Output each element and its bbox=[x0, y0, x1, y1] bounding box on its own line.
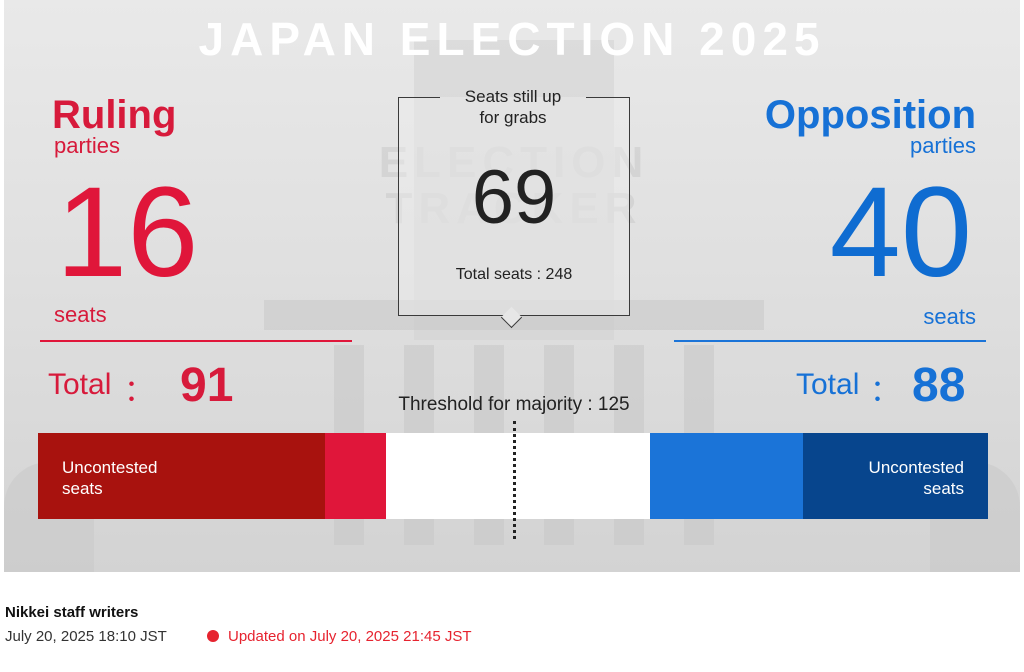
ruling-total-colon: ： bbox=[124, 375, 154, 408]
opposition-seats-unit: seats bbox=[923, 304, 976, 329]
remaining-seats-heading: Seats still up for grabs bbox=[442, 86, 584, 128]
total-seats-text: Total seats : 248 bbox=[455, 266, 573, 283]
updated-date: Updated on July 20, 2025 21:45 JST bbox=[228, 628, 472, 645]
ruling-total-value: 91 bbox=[180, 359, 234, 412]
ruling-divider-line bbox=[40, 340, 352, 342]
published-date: July 20, 2025 18:10 JST bbox=[5, 628, 167, 645]
page-title: JAPAN ELECTION 2025 bbox=[198, 13, 826, 65]
ruling-seats-unit: seats bbox=[54, 302, 107, 327]
opposition-sublabel: parties bbox=[909, 133, 976, 158]
opposition-label: Opposition bbox=[764, 93, 976, 137]
remaining-heading-line1: Seats still up bbox=[464, 87, 562, 106]
remaining-heading-line2: for grabs bbox=[479, 108, 547, 127]
uncontested-label-line2: seats bbox=[62, 479, 103, 498]
box-border-right-segment bbox=[586, 97, 629, 98]
uncontested-label-line1: Uncontested bbox=[62, 458, 158, 477]
opposition-total-colon: ： bbox=[870, 375, 900, 408]
uncontested-seats-label: Uncontested seats bbox=[869, 457, 964, 499]
seat-bar-segment-opposition-uncontested: Uncontested seats bbox=[803, 433, 988, 519]
seat-bar-segment-opposition-won bbox=[650, 433, 803, 519]
opposition-divider-line bbox=[674, 340, 986, 342]
remaining-seats-box bbox=[398, 97, 630, 316]
majority-threshold-line bbox=[513, 421, 516, 539]
ruling-label: Ruling bbox=[52, 93, 177, 137]
election-banner: ELECTION TRACKER JAPAN ELECTION 2025 Ruli… bbox=[4, 0, 1020, 572]
uncontested-label-line1: Uncontested bbox=[868, 458, 964, 477]
seat-bar-segment-undecided bbox=[386, 433, 650, 519]
remaining-seats-value: 69 bbox=[471, 155, 557, 240]
byline: Nikkei staff writers bbox=[5, 604, 139, 621]
ruling-sublabel: parties bbox=[54, 133, 121, 158]
box-border-left-segment bbox=[398, 97, 440, 98]
seat-bar-segment-ruling-won bbox=[325, 433, 386, 519]
opposition-total-value: 88 bbox=[912, 359, 966, 412]
ruling-seats-won: 16 bbox=[56, 161, 199, 304]
uncontested-seats-label: Uncontested seats bbox=[62, 457, 157, 499]
majority-threshold-label: Threshold for majority : 125 bbox=[398, 394, 630, 415]
ruling-total-label: Total bbox=[48, 368, 112, 401]
opposition-seats-won: 40 bbox=[829, 161, 972, 304]
seat-bar-segment-ruling-uncontested: Uncontested seats bbox=[38, 433, 325, 519]
seat-bar: Uncontested seats Uncontested seats bbox=[38, 433, 988, 519]
opposition-total-label: Total bbox=[796, 368, 860, 401]
uncontested-label-line2: seats bbox=[923, 479, 964, 498]
update-dot-icon bbox=[207, 630, 219, 642]
